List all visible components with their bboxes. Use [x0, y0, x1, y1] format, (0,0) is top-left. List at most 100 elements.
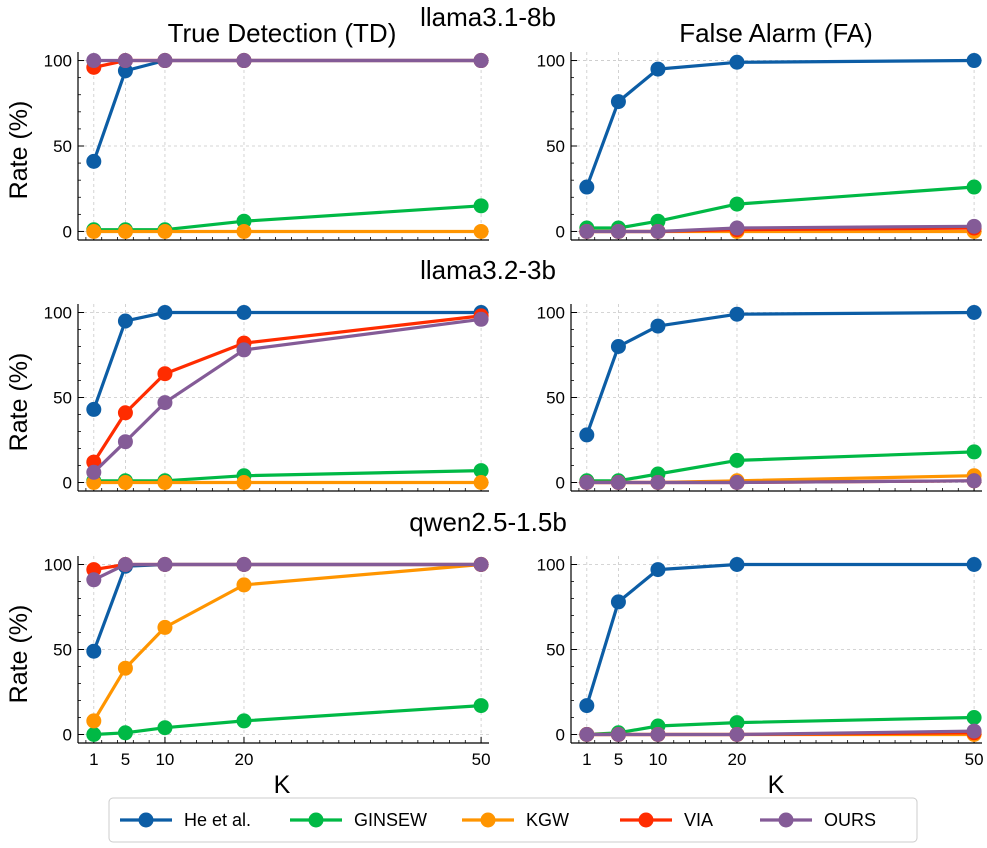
data-point: [117, 63, 133, 79]
y-tick-label: 50: [546, 389, 565, 408]
data-point: [610, 727, 626, 742]
data-point: [157, 395, 173, 411]
data-point: [86, 643, 102, 659]
data-point: [729, 475, 745, 490]
x-tick-label: 20: [728, 750, 747, 769]
series-ginsew: [579, 710, 982, 742]
data-point: [157, 366, 173, 382]
y-tick-label: 50: [53, 389, 72, 408]
data-point: [610, 594, 626, 610]
series-ours: [579, 723, 982, 742]
legend-entry: KGW: [462, 810, 569, 830]
data-point: [157, 557, 173, 572]
data-point: [473, 475, 489, 490]
data-point: [117, 725, 133, 741]
legend-marker: [778, 812, 794, 828]
series-line: [92, 562, 482, 652]
y-tick-label: 100: [44, 556, 72, 575]
data-point: [117, 313, 133, 329]
row-title-llama3-2-3b: llama3.2-3b: [420, 255, 556, 285]
x-tick-label: 1: [89, 750, 98, 769]
data-point: [650, 318, 666, 334]
legend-label: VIA: [684, 810, 713, 830]
y-axis-label-row-2: Rate (%): [5, 353, 33, 452]
data-point: [579, 727, 595, 742]
data-point: [236, 213, 252, 229]
series-ours: [86, 557, 489, 588]
y-tick-label: 100: [537, 304, 565, 323]
series-he-et-al: [86, 53, 489, 169]
legend-entry: OURS: [760, 810, 876, 830]
data-point: [236, 713, 252, 729]
data-point: [650, 223, 666, 239]
data-point: [473, 557, 489, 572]
data-point: [966, 723, 982, 739]
data-point: [966, 473, 982, 489]
data-point: [117, 434, 133, 450]
legend-marker: [480, 812, 496, 828]
series-he-et-al: [579, 53, 982, 195]
y-tick-label: 100: [44, 52, 72, 71]
series-line: [585, 58, 975, 188]
legend-entry: GINSEW: [290, 810, 427, 830]
data-point: [650, 562, 666, 578]
series-he-et-al: [86, 557, 489, 659]
data-point: [729, 557, 745, 572]
data-point: [236, 557, 252, 572]
series-line: [586, 479, 975, 485]
legend: He et al. GINSEW KGW VIA OURS: [108, 797, 918, 843]
data-point: [966, 305, 982, 320]
y-tick-label: 50: [546, 641, 565, 660]
panel-4: 0 50 100: [537, 304, 982, 493]
row-title-llama3-1-8b: llama3.1-8b: [420, 2, 556, 32]
column-title-fa: False Alarm (FA): [679, 18, 873, 48]
y-tick-label: 50: [546, 137, 565, 156]
x-tick-label: 50: [965, 750, 984, 769]
data-point: [473, 223, 489, 239]
x-tick-label: 10: [648, 750, 667, 769]
data-point: [86, 53, 102, 69]
series-kgw: [579, 468, 982, 490]
panel-6: 0 50 100 1 5 10 20 50: [537, 556, 984, 770]
y-tick-label: 50: [53, 641, 72, 660]
data-point: [86, 223, 102, 239]
data-point: [579, 698, 595, 714]
data-point: [966, 444, 982, 460]
data-point: [236, 475, 252, 490]
x-tick-label: 10: [155, 750, 174, 769]
series-ginsew: [86, 463, 489, 489]
data-point: [610, 223, 626, 239]
x-tick-label: 1: [582, 750, 591, 769]
series-line: [93, 704, 482, 737]
panel-2: 0 50 100: [537, 52, 982, 241]
data-point: [117, 53, 133, 69]
data-point: [86, 572, 102, 588]
data-point: [157, 305, 173, 320]
data-point: [236, 53, 252, 69]
legend-entry: He et al.: [120, 810, 251, 830]
data-point: [236, 342, 252, 358]
data-point: [157, 53, 173, 69]
data-point: [729, 306, 745, 322]
row-title-qwen2-5-1-5b: qwen2.5-1.5b: [409, 507, 567, 537]
data-point: [729, 452, 745, 468]
series-he-et-al: [579, 305, 982, 443]
data-point: [236, 223, 252, 239]
y-tick-label: 100: [537, 556, 565, 575]
x-tick-label: 5: [614, 750, 623, 769]
data-point: [966, 710, 982, 725]
data-point: [650, 61, 666, 77]
x-tick-label: 50: [472, 750, 491, 769]
y-tick-label: 50: [53, 137, 72, 156]
data-point: [157, 475, 173, 490]
panel-5: 0 50 100 1 5 10 20 50: [44, 556, 491, 770]
x-tick-label: 5: [121, 750, 130, 769]
legend-label: OURS: [824, 810, 876, 830]
y-axis-label-row-3: Rate (%): [5, 605, 33, 704]
data-point: [117, 405, 133, 421]
data-point: [579, 179, 595, 195]
series-line: [93, 562, 482, 582]
series-line: [586, 185, 975, 230]
data-point: [117, 223, 133, 239]
data-point: [579, 223, 595, 239]
